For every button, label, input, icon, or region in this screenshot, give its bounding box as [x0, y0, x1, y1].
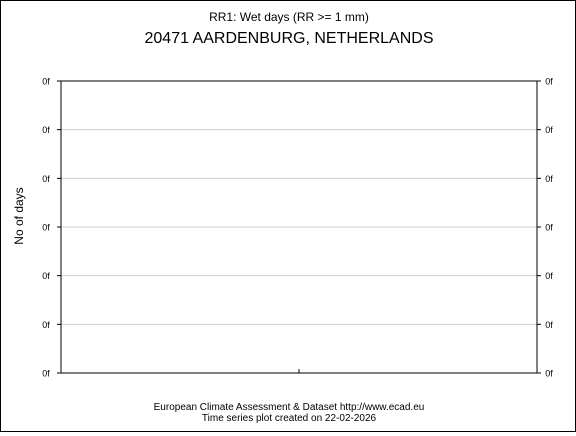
y-tick-label-left: 0f — [42, 271, 50, 281]
y-tick-label-left: 0f — [42, 77, 50, 87]
y-tick-labels-right: 0f 0f 0f 0f 0f 0f 0f — [545, 77, 553, 379]
y-tick-label-right: 0f — [545, 320, 553, 330]
y-tick-label-right: 0f — [545, 223, 553, 233]
y-axis-label: No of days — [12, 187, 26, 244]
y-tick-label-left: 0f — [42, 125, 50, 135]
y-tick-label-right: 0f — [545, 174, 553, 184]
y-tick-label-left: 0f — [42, 369, 50, 379]
y-tick-label-left: 0f — [42, 223, 50, 233]
y-tick-label-left: 0f — [42, 320, 50, 330]
footer-source: European Climate Assessment & Dataset ht… — [154, 402, 425, 413]
y-tick-label-right: 0f — [545, 369, 553, 379]
y-tick-labels-left: 0f 0f 0f 0f 0f 0f 0f — [42, 77, 50, 379]
gridlines — [61, 129, 537, 325]
chart-subtitle: 20471 AARDENBURG, NETHERLANDS — [145, 30, 434, 47]
y-tick-label-right: 0f — [545, 77, 553, 87]
y-tick-label-right: 0f — [545, 271, 553, 281]
chart-title: RR1: Wet days (RR >= 1 mm) — [209, 10, 369, 24]
y-tick-label-left: 0f — [42, 174, 50, 184]
tick-marks — [57, 80, 541, 374]
footer-created: Time series plot created on 22-02-2026 — [202, 413, 377, 424]
y-tick-label-right: 0f — [545, 125, 553, 135]
